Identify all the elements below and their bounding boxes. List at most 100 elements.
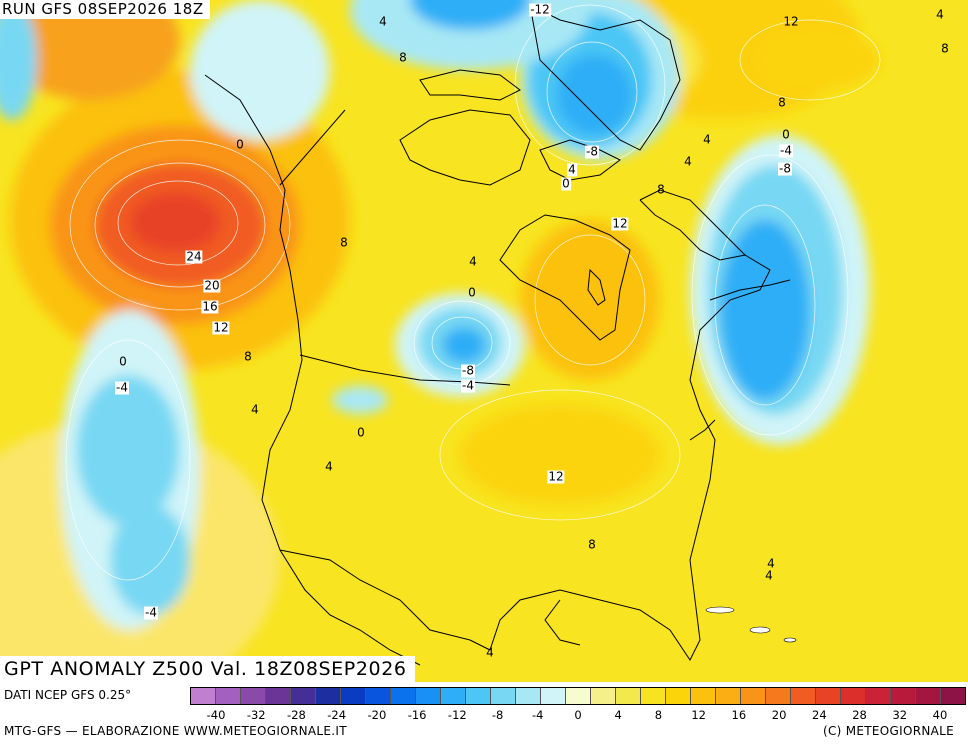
scale-swatch [441, 688, 466, 704]
contour-label: 4 [486, 645, 494, 660]
anomaly-map: RUN GFS 08SEP2026 18Z GPT ANOMALY Z500 V… [0, 0, 968, 700]
scale-swatch [416, 688, 441, 704]
scale-swatch [216, 688, 241, 704]
contour-label: 12 [783, 14, 799, 29]
data-source-label: DATI NCEP GFS 0.25° [4, 688, 132, 702]
scale-tick-label: -40 [206, 708, 226, 722]
contour-label: -4 [144, 605, 158, 620]
scale-swatch [591, 688, 616, 704]
isolines [65, 4, 881, 581]
scale-swatch [816, 688, 841, 704]
scale-swatch [466, 688, 491, 704]
scale-tick-label: 8 [654, 708, 663, 722]
scale-swatch [616, 688, 641, 704]
contour-label: 16 [201, 299, 219, 314]
contour-label: 0 [357, 425, 365, 440]
scale-swatch [191, 688, 216, 704]
scale-swatch [691, 688, 716, 704]
contour-label: 20 [203, 278, 221, 293]
scale-tick-label: -8 [491, 708, 504, 722]
scale-tick-label: -20 [367, 708, 387, 722]
contour-label: 8 [778, 95, 786, 110]
contour-label: 12 [212, 320, 230, 335]
scale-swatch [791, 688, 816, 704]
scale-tick-label: -4 [532, 708, 544, 722]
contour-label: -4 [461, 378, 475, 393]
credit-left: MTG-GFS — ELABORAZIONE WWW.METEOGIORNALE… [4, 724, 347, 738]
scale-swatch [866, 688, 891, 704]
scale-swatch [241, 688, 266, 704]
scale-swatch [891, 688, 916, 704]
contour-label: 4 [765, 568, 773, 583]
run-title: RUN GFS 08SEP2026 18Z [0, 0, 210, 19]
scale-swatch [666, 688, 691, 704]
contour-label: 4 [325, 459, 333, 474]
scale-swatch [766, 688, 791, 704]
scale-swatch [741, 688, 766, 704]
anomaly-field [0, 0, 968, 700]
scale-tick-label: -12 [447, 708, 467, 722]
scale-tick-label: 16 [731, 708, 747, 722]
contour-label: 12 [611, 216, 629, 231]
scale-tick-label: -24 [327, 708, 347, 722]
scale-tick-label: 24 [812, 708, 827, 722]
color-scale-bar [190, 687, 966, 705]
contour-label: 4 [567, 162, 577, 177]
contour-label: 8 [588, 537, 596, 552]
scale-swatch [291, 688, 316, 704]
contour-label: -12 [529, 2, 551, 17]
contour-label: 24 [185, 249, 203, 264]
contour-label: -4 [779, 143, 793, 158]
scale-swatch [366, 688, 391, 704]
scale-swatch [566, 688, 591, 704]
scale-tick-label: 40 [932, 708, 948, 722]
anomaly-shading [0, 0, 880, 700]
contour-label: 8 [399, 50, 407, 65]
contour-label: 4 [767, 556, 775, 571]
scale-swatch [716, 688, 741, 704]
anomaly-map-title: GPT ANOMALY Z500 Val. 18Z08SEP2026 [0, 656, 415, 682]
scale-swatch [541, 688, 566, 704]
contour-label: 8 [244, 349, 252, 364]
legend-footer: DATI NCEP GFS 0.25° -40 -32 -28 -24 -20 -16 -1… [0, 682, 968, 745]
contour-label: 8 [340, 235, 348, 250]
scale-tick-label: -16 [407, 708, 427, 722]
scale-swatch [916, 688, 941, 704]
contour-label: 4 [936, 7, 944, 22]
coastlines [204, 4, 791, 666]
contour-label: 4 [469, 254, 477, 269]
scale-tick-label: 4 [614, 708, 622, 722]
contour-label: 0 [236, 137, 244, 152]
scale-swatch [266, 688, 291, 704]
contour-label: 0 [782, 127, 790, 142]
scale-tick-label: 20 [771, 708, 787, 722]
scale-swatch [316, 688, 341, 704]
color-scale-labels: -40 -32 -28 -24 -20 -16 -12 -8 -4 0 4 8 12 16 20 24 28 32… [190, 708, 966, 722]
contour-label: 4 [379, 14, 387, 29]
contour-label: -8 [585, 144, 599, 159]
contour-label: 8 [941, 41, 949, 56]
scale-swatch [491, 688, 516, 704]
contour-label: 4 [684, 154, 692, 169]
scale-tick-label: -32 [246, 708, 266, 722]
contour-label: 12 [547, 469, 565, 484]
contour-label: 8 [657, 182, 665, 197]
scale-swatch [341, 688, 366, 704]
contour-label: -8 [461, 363, 475, 378]
scale-tick-label: 0 [574, 708, 582, 722]
credit-right: (C) METEOGIORNALE [822, 724, 954, 738]
scale-tick-label: 12 [691, 708, 706, 722]
contour-label: -4 [115, 380, 129, 395]
scale-tick-label: 32 [892, 708, 908, 722]
contour-label: -8 [778, 161, 792, 176]
scale-swatch [516, 688, 541, 704]
scale-swatch [941, 688, 965, 704]
contour-label: 4 [251, 402, 259, 417]
scale-swatch [391, 688, 416, 704]
contour-label: 0 [468, 285, 476, 300]
scale-tick-label: 28 [852, 708, 867, 722]
contour-label: 0 [561, 176, 571, 191]
caribbean-islands [705, 606, 797, 643]
scale-tick-label: -28 [287, 708, 306, 722]
scale-swatch [641, 688, 666, 704]
